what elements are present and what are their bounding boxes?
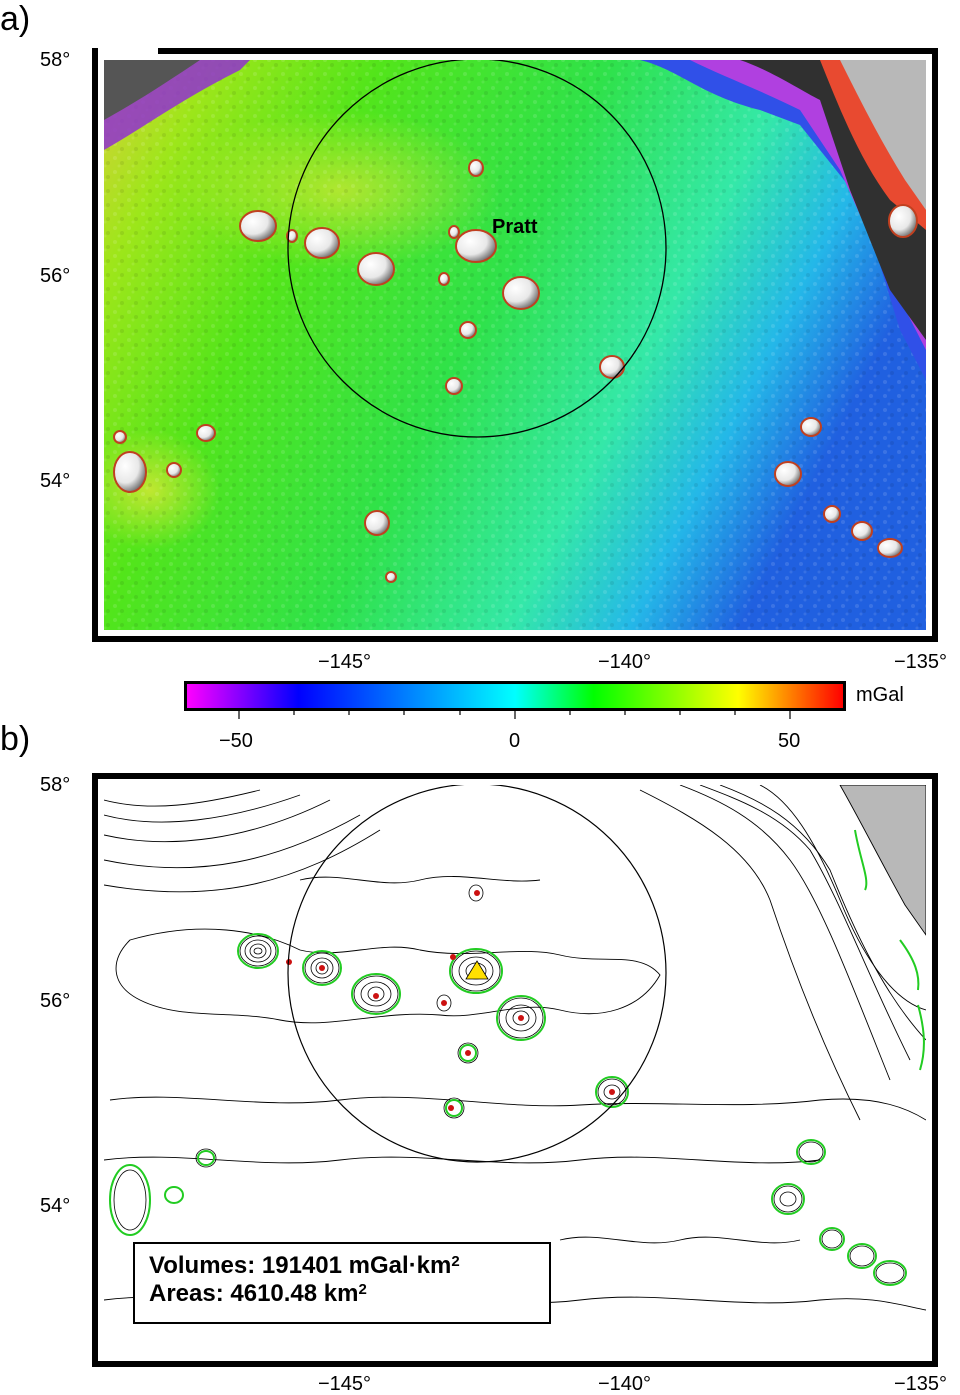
panel-a-lat-tick-58: 58°: [40, 49, 71, 71]
colorbar-unit: mGal: [856, 684, 904, 706]
panel-b-lon-tick-135: −135°: [894, 1373, 948, 1395]
panel-b-lat-tick-58: 58°: [40, 774, 71, 796]
panel-a-lat-tick-54: 54°: [40, 470, 71, 492]
panel-a-frame-ticks: [92, 48, 938, 642]
colorbar-tick-0: 0: [509, 730, 521, 752]
panel-b-label: b): [0, 720, 31, 758]
volumes-text: Volumes: 191401 mGal·km: [149, 1252, 452, 1279]
panel-a-lon-tick-135: −135°: [894, 651, 948, 673]
results-legend: Volumes: 191401 mGal·km2 Areas: 4610.48 …: [133, 1242, 551, 1324]
colorbar: [184, 681, 846, 719]
panel-b-lat-tick-56: 56°: [40, 990, 71, 1012]
volumes-line: Volumes: 191401 mGal·km2: [149, 1252, 549, 1280]
seamount-centers: [286, 890, 615, 1111]
volumes-exponent: 2: [451, 1253, 460, 1270]
panel-a-lon-tick-145: −145°: [318, 651, 372, 673]
areas-line: Areas: 4610.48 km2: [149, 1280, 549, 1308]
panel-a-lat-tick-56: 56°: [40, 265, 71, 287]
panel-b-lon-tick-145: −145°: [318, 1373, 372, 1395]
seamount-label-pratt: Pratt: [492, 216, 538, 238]
pratt-location-triangle: [465, 960, 489, 980]
seamounts-shaded: [113, 159, 918, 583]
panel-a-lon-tick-140: −140°: [598, 651, 652, 673]
colorbar-tick-neg50: −50: [219, 730, 253, 752]
search-radius-circle-b: [287, 785, 667, 1163]
areas-exponent: 2: [358, 1281, 367, 1298]
seamount-contours: [109, 785, 925, 1286]
panel-b-lon-tick-140: −140°: [598, 1373, 652, 1395]
search-radius-circle: [287, 60, 667, 438]
panel-b-frame-ticks: [92, 773, 938, 1367]
panel-a-label: a): [0, 0, 31, 38]
panel-a-map: [92, 48, 938, 642]
colorbar-tick-50: 50: [778, 730, 801, 752]
areas-text: Areas: 4610.48 km: [149, 1280, 359, 1307]
panel-b-lat-tick-54: 54°: [40, 1195, 71, 1217]
